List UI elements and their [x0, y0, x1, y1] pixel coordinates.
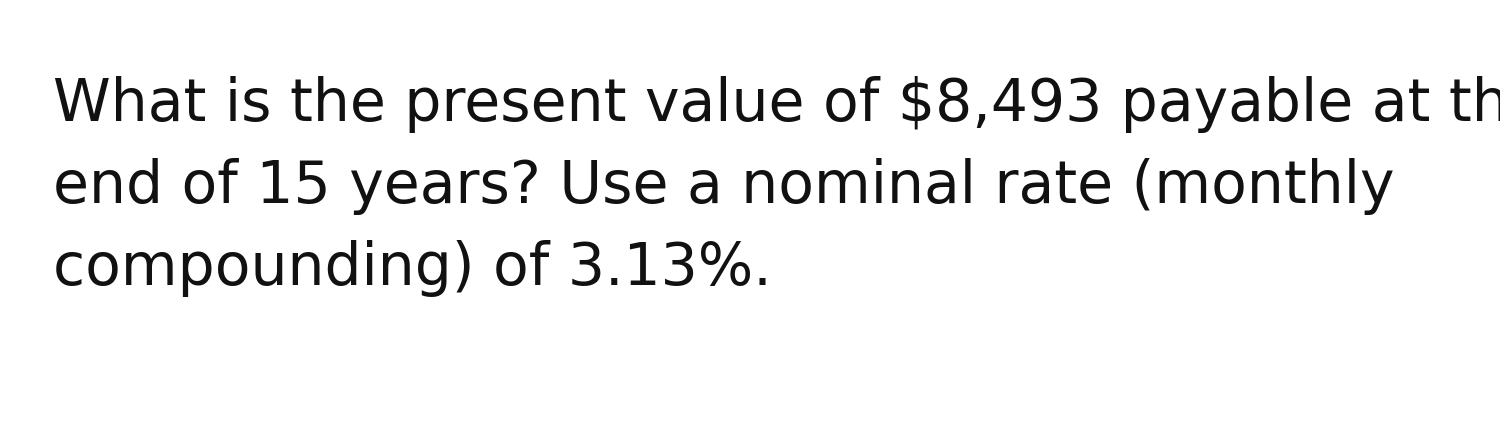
Text: What is the present value of $8,493 payable at the
end of 15 years? Use a nomina: What is the present value of $8,493 paya…	[53, 76, 1500, 297]
